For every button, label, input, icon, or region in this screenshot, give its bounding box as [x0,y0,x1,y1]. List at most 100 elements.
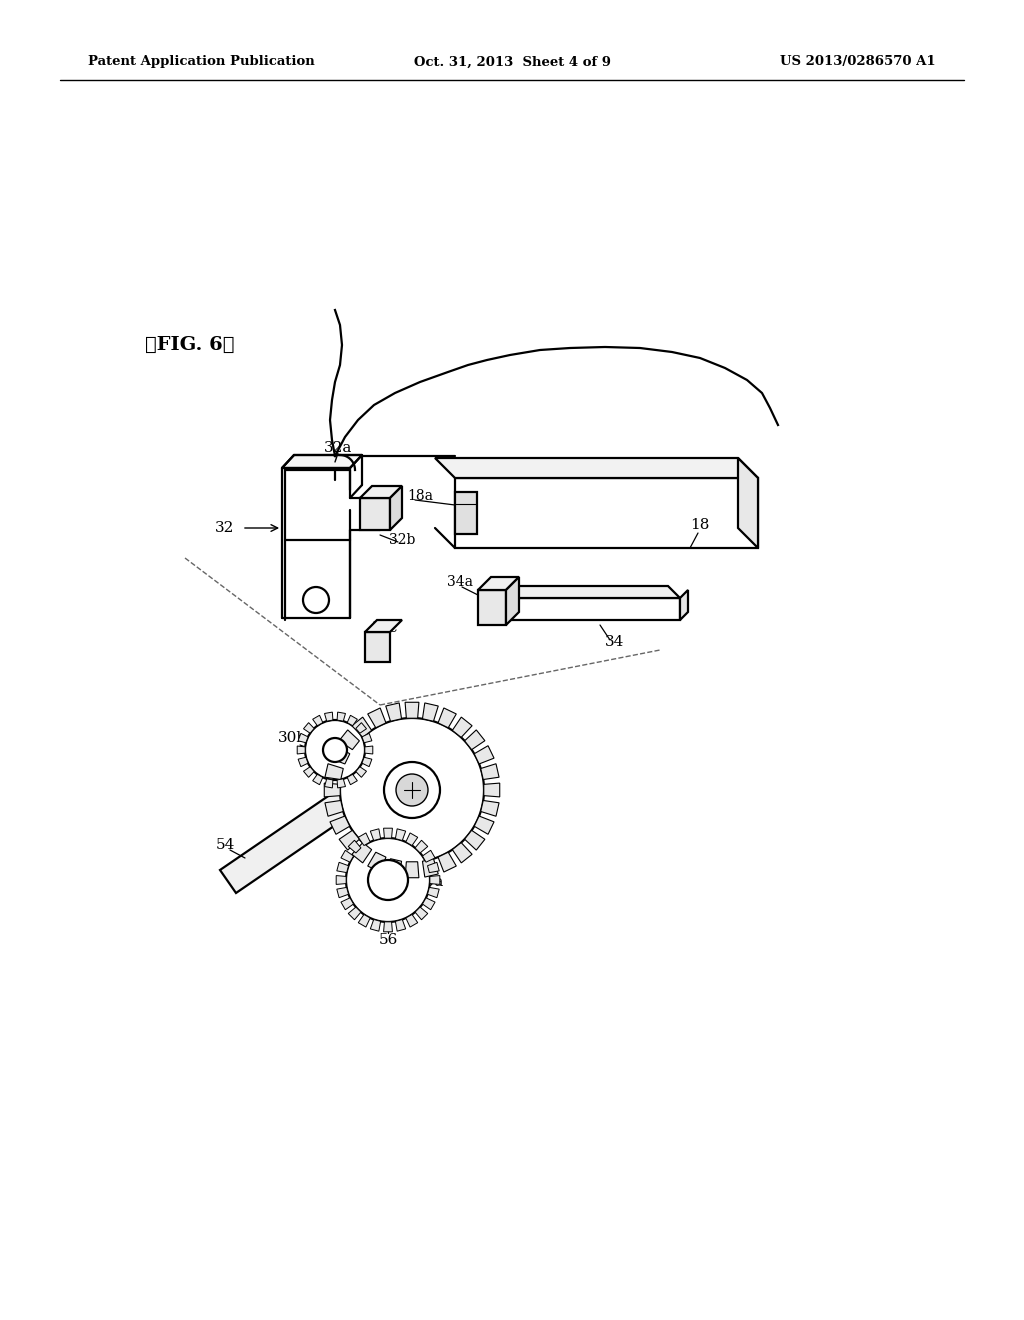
Polygon shape [325,711,333,721]
Polygon shape [423,850,435,862]
Polygon shape [386,704,401,721]
Polygon shape [415,907,428,920]
Polygon shape [303,722,314,733]
Circle shape [396,774,428,807]
Polygon shape [303,767,314,777]
Polygon shape [474,816,494,834]
Polygon shape [337,887,348,898]
Polygon shape [455,492,477,535]
Polygon shape [360,498,390,531]
Polygon shape [365,620,402,632]
Polygon shape [348,841,360,853]
Polygon shape [465,830,485,850]
Text: 34: 34 [605,635,625,649]
Polygon shape [341,898,353,909]
Polygon shape [480,800,499,816]
Polygon shape [406,862,419,878]
Polygon shape [384,828,392,838]
Text: 18a: 18a [407,488,433,503]
Circle shape [368,861,408,900]
Polygon shape [395,829,406,841]
Polygon shape [415,841,428,853]
Polygon shape [453,717,472,738]
Text: 56: 56 [378,933,397,946]
Polygon shape [438,853,457,873]
Polygon shape [325,779,333,788]
Polygon shape [352,717,372,738]
Polygon shape [330,746,350,764]
Polygon shape [352,842,372,863]
Text: 32a: 32a [324,441,352,455]
Polygon shape [478,590,506,624]
Polygon shape [738,458,758,548]
Text: 30a: 30a [416,875,444,888]
Polygon shape [360,486,402,498]
Polygon shape [365,746,373,754]
Polygon shape [337,711,345,721]
Polygon shape [325,783,340,797]
Polygon shape [384,921,392,932]
Polygon shape [339,830,359,850]
Polygon shape [430,875,440,884]
Text: 18: 18 [690,517,710,532]
Polygon shape [361,758,372,767]
Text: US 2013/0286570 A1: US 2013/0286570 A1 [780,55,936,69]
Polygon shape [355,767,367,777]
Text: 30b: 30b [278,731,306,744]
Text: 54: 54 [215,838,234,851]
Text: 32: 32 [215,521,234,535]
Text: 30: 30 [465,795,484,809]
Polygon shape [494,586,680,598]
Circle shape [384,762,440,818]
Polygon shape [312,715,323,726]
Polygon shape [325,764,343,780]
Polygon shape [298,734,308,743]
Polygon shape [406,702,419,718]
Polygon shape [365,632,390,663]
Polygon shape [340,718,484,862]
Polygon shape [347,715,357,726]
Polygon shape [220,762,394,894]
Text: Patent Application Publication: Patent Application Publication [88,55,314,69]
Polygon shape [386,859,401,876]
Polygon shape [371,920,381,931]
Polygon shape [361,734,372,743]
Polygon shape [371,829,381,841]
Polygon shape [438,708,457,727]
Circle shape [305,719,365,780]
Polygon shape [423,704,438,721]
Polygon shape [483,783,500,797]
Polygon shape [427,887,439,898]
Polygon shape [297,746,305,754]
Text: 34a: 34a [447,576,473,589]
Text: 32b: 32b [389,533,415,546]
Polygon shape [337,862,348,873]
Text: Oct. 31, 2013  Sheet 4 of 9: Oct. 31, 2013 Sheet 4 of 9 [414,55,610,69]
Polygon shape [330,816,350,834]
Polygon shape [339,730,359,750]
Polygon shape [312,775,323,784]
Polygon shape [348,907,360,920]
Polygon shape [358,833,370,846]
Polygon shape [423,898,435,909]
Polygon shape [368,853,386,873]
Polygon shape [427,862,439,873]
Polygon shape [347,775,357,784]
Polygon shape [341,850,353,862]
Text: 【FIG. 6】: 【FIG. 6】 [145,337,234,354]
Polygon shape [453,842,472,863]
Polygon shape [455,478,758,548]
Polygon shape [480,764,499,780]
Polygon shape [355,722,367,733]
Polygon shape [465,730,485,750]
Circle shape [323,738,347,762]
Polygon shape [336,875,346,884]
Polygon shape [337,779,345,788]
Polygon shape [406,833,418,846]
Text: 30c: 30c [373,620,397,635]
Polygon shape [506,577,519,624]
Circle shape [346,838,430,921]
Polygon shape [435,458,758,478]
Polygon shape [680,590,688,620]
Polygon shape [406,915,418,927]
